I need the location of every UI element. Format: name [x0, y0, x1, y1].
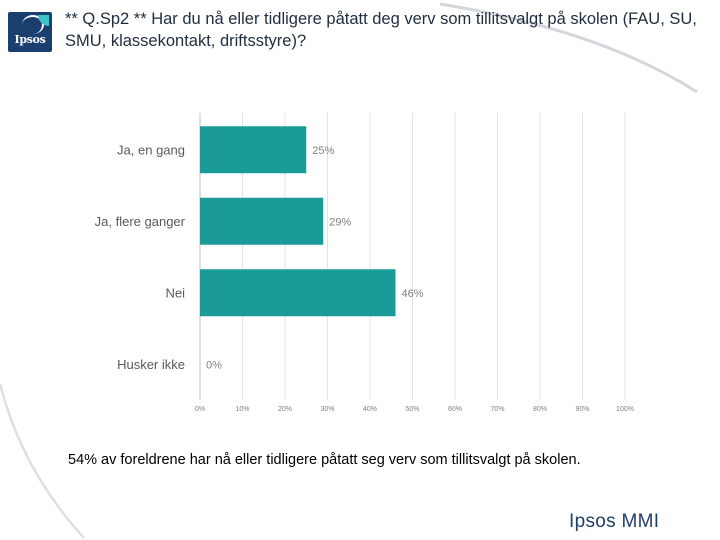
category-label: Ja, flere ganger: [95, 214, 186, 229]
x-tick-label: 10%: [235, 406, 249, 413]
data-label: 29%: [329, 216, 351, 228]
bar: [200, 269, 396, 317]
bar: [200, 197, 324, 245]
logo-text: Ipsos: [14, 33, 46, 46]
x-tick-label: 90%: [575, 406, 589, 413]
x-tick-label: 40%: [363, 406, 377, 413]
data-label: 25%: [312, 145, 334, 157]
data-label: 0%: [206, 359, 222, 371]
x-tick-label: 20%: [278, 406, 292, 413]
bar: [200, 126, 307, 174]
category-label: Husker ikke: [117, 357, 185, 372]
x-tick-label: 60%: [448, 406, 462, 413]
brand-logo-text: Ipsos MMI: [569, 511, 660, 532]
logo-corner-icon: [38, 15, 49, 26]
page-title: ** Q.Sp2 ** Har du nå eller tidligere på…: [65, 10, 697, 50]
ipsos-logo: Ipsos: [8, 12, 52, 52]
x-tick-label: 100%: [616, 406, 634, 413]
x-tick-label: 50%: [405, 406, 419, 413]
x-tick-label: 30%: [320, 406, 334, 413]
data-label: 46%: [402, 288, 424, 300]
summary-text: 54% av foreldrene har nå eller tidligere…: [68, 452, 581, 468]
x-tick-label: 70%: [490, 406, 504, 413]
category-label: Nei: [165, 285, 185, 300]
x-tick-label: 80%: [533, 406, 547, 413]
x-tick-label: 0%: [195, 406, 205, 413]
category-label: Ja, en gang: [117, 142, 185, 157]
